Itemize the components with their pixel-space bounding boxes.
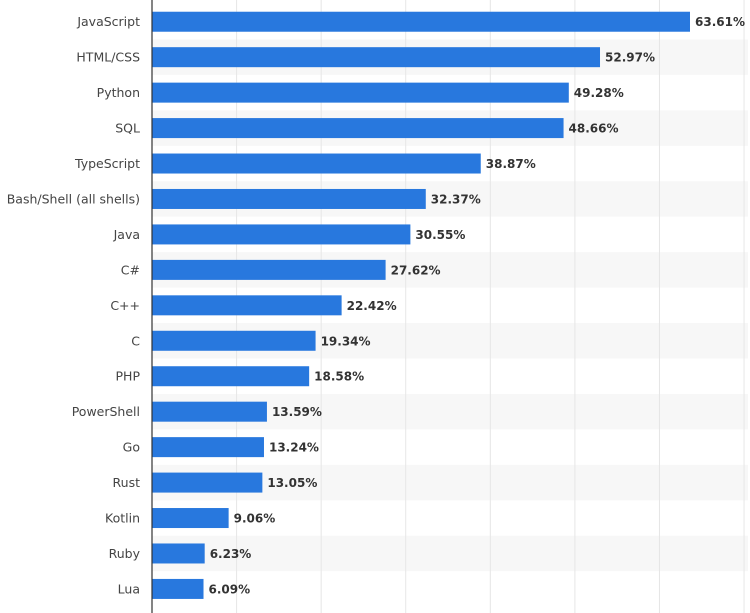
- value-label-c: 22.42%: [347, 299, 397, 313]
- value-label-lua: 6.09%: [209, 582, 251, 596]
- bar-kotlin[interactable]: [152, 508, 229, 529]
- category-label-kotlin: Kotlin: [105, 511, 140, 526]
- bar-python[interactable]: [152, 82, 569, 103]
- category-label-c: C#: [121, 262, 140, 277]
- bar-rust[interactable]: [152, 472, 263, 493]
- value-label-ruby: 6.23%: [210, 547, 252, 561]
- category-label-go: Go: [123, 440, 140, 455]
- value-label-rust: 13.05%: [267, 476, 317, 490]
- category-label-c: C: [131, 333, 140, 348]
- category-label-sql: SQL: [115, 121, 140, 136]
- value-labels: 63.61% 52.97% 49.28% 48.66% 38.87% 32.37% 30.5…: [209, 15, 745, 596]
- bar-c[interactable]: [152, 259, 386, 280]
- category-label-ruby: Ruby: [109, 546, 141, 561]
- value-label-html-css: 52.97%: [605, 51, 655, 65]
- category-label-html-css: HTML/CSS: [76, 50, 140, 65]
- bar-javascript[interactable]: [152, 11, 690, 32]
- category-label-javascript: JavaScript: [76, 14, 140, 29]
- value-label-powershell: 13.59%: [272, 405, 322, 419]
- bar-php[interactable]: [152, 366, 310, 387]
- value-label-c: 27.62%: [391, 263, 441, 277]
- bar-c[interactable]: [152, 295, 342, 316]
- bar-go[interactable]: [152, 437, 264, 458]
- bar-c[interactable]: [152, 330, 316, 351]
- category-label-bash-shell-all-shells: Bash/Shell (all shells): [7, 191, 140, 206]
- category-label-rust: Rust: [113, 475, 141, 490]
- bar-html-css[interactable]: [152, 47, 601, 68]
- row-stripe: [152, 535, 748, 572]
- category-label-java: Java: [113, 227, 140, 242]
- value-label-sql: 48.66%: [569, 122, 619, 136]
- bars: [152, 11, 690, 599]
- value-label-c: 19.34%: [321, 334, 371, 348]
- bar-lua[interactable]: [152, 578, 204, 599]
- category-label-python: Python: [97, 85, 140, 100]
- value-label-bash-shell-all-shells: 32.37%: [431, 192, 481, 206]
- bar-java[interactable]: [152, 224, 411, 245]
- value-label-java: 30.55%: [415, 228, 465, 242]
- value-label-go: 13.24%: [269, 441, 319, 455]
- value-label-typescript: 38.87%: [486, 157, 536, 171]
- bar-bash-shell-all-shells[interactable]: [152, 188, 426, 209]
- category-labels: JavaScript HTML/CSS Python SQL TypeScript Bas…: [7, 14, 141, 596]
- bar-typescript[interactable]: [152, 153, 481, 174]
- bar-powershell[interactable]: [152, 401, 267, 422]
- category-label-typescript: TypeScript: [74, 156, 140, 171]
- value-label-kotlin: 9.06%: [234, 512, 276, 526]
- value-label-javascript: 63.61%: [695, 15, 745, 29]
- category-label-c: C++: [110, 298, 140, 313]
- bar-ruby[interactable]: [152, 543, 205, 564]
- bar-sql[interactable]: [152, 118, 564, 139]
- category-label-php: PHP: [116, 369, 141, 384]
- category-label-lua: Lua: [118, 581, 140, 596]
- value-label-python: 49.28%: [574, 86, 624, 100]
- category-label-powershell: PowerShell: [72, 404, 140, 419]
- value-label-php: 18.58%: [314, 370, 364, 384]
